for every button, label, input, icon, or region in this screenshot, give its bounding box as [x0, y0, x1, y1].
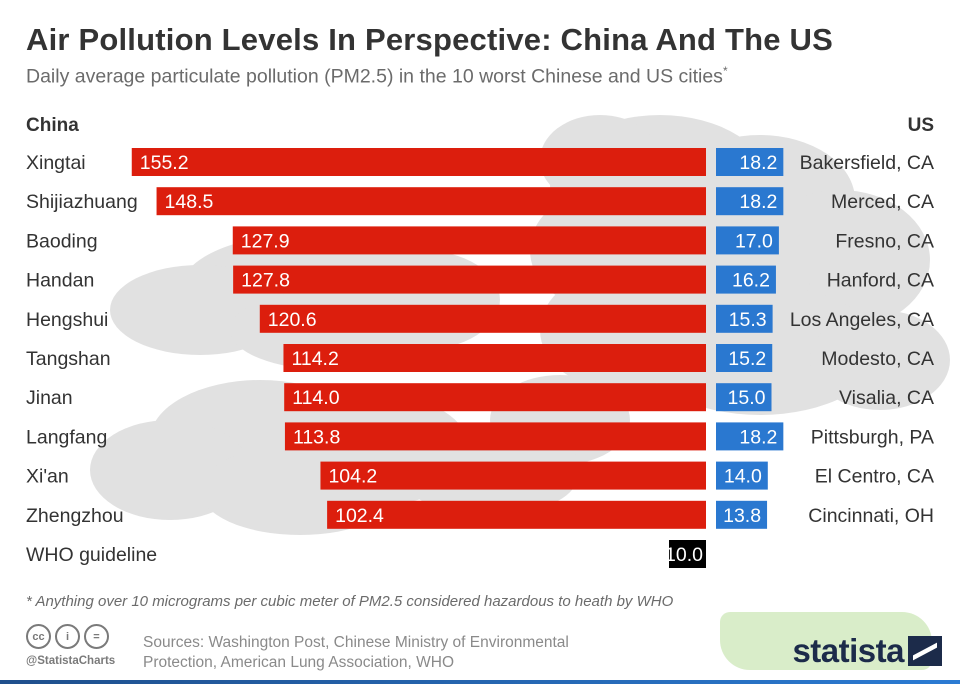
by-icon: i [55, 624, 80, 649]
us-bar [716, 148, 784, 176]
us-city-label: Hanford, CA [827, 270, 934, 292]
us-value-label: 15.2 [728, 348, 766, 370]
china-value-label: 148.5 [165, 191, 214, 213]
china-value-label: 104.2 [328, 466, 377, 488]
cc-icon: cc [26, 624, 51, 649]
china-bar [131, 148, 706, 176]
us-bar [716, 383, 772, 412]
china-value-label: 127.9 [241, 230, 290, 252]
us-city-label: Bakersfield, CA [800, 152, 934, 174]
china-value-label: 114.2 [291, 348, 338, 370]
china-bar [259, 304, 706, 333]
chart-title: Air Pollution Levels In Perspective: Chi… [26, 22, 833, 57]
china-bar [283, 344, 706, 372]
china-city-label: Xi'an [26, 466, 69, 488]
watermark-overlay [720, 612, 932, 670]
statista-wordmark: statista [792, 632, 904, 669]
statista-logo-icon [908, 636, 942, 666]
us-value-label: 17.0 [735, 230, 773, 252]
china-bar [156, 187, 707, 216]
china-bar [320, 461, 706, 490]
china-bar [327, 500, 706, 529]
license-icons: cc i = [26, 624, 109, 649]
us-city-label: Modesto, CA [821, 348, 934, 370]
us-bar [716, 461, 768, 490]
china-city-label: Jinan [26, 387, 73, 409]
us-value-label: 15.0 [728, 387, 766, 409]
us-bar [716, 304, 773, 333]
bottom-accent-line [0, 680, 960, 684]
us-bar [716, 344, 773, 372]
us-city-label: Fresno, CA [835, 230, 934, 252]
sources-text: Sources: Washington Post, Chinese Minist… [143, 634, 569, 671]
us-bar [716, 265, 776, 294]
statista-logo[interactable]: statista [792, 630, 942, 672]
us-value-label: 15.3 [729, 309, 767, 331]
us-value-label: 16.2 [732, 270, 770, 292]
us-city-label: Cincinnati, OH [808, 505, 934, 527]
who-guideline-label: WHO guideline [26, 544, 157, 566]
who-guideline-bar [669, 540, 706, 568]
china-value-label: 127.8 [241, 270, 290, 292]
china-city-label: Tangshan [26, 348, 111, 370]
us-city-label: Pittsburgh, PA [811, 426, 934, 448]
us-bar [716, 422, 784, 451]
china-value-label: 113.8 [293, 426, 340, 448]
us-value-label: 18.2 [739, 191, 777, 213]
who-guideline-value: 10.0 [665, 544, 703, 566]
statista-handle: @StatistaCharts [26, 655, 116, 667]
china-bar [232, 226, 706, 255]
us-bar [716, 500, 768, 529]
subtitle-footnote-mark: * [722, 64, 728, 78]
china-city-label: Langfang [26, 426, 107, 448]
us-value-label: 18.2 [739, 152, 777, 174]
us-bar [716, 187, 784, 216]
china-bar [284, 422, 706, 451]
china-value-label: 120.6 [268, 309, 317, 331]
chart-subtitle: Daily average particulate pollution (PM2… [26, 64, 728, 89]
us-city-label: El Centro, CA [815, 466, 934, 488]
us-city-label: Visalia, CA [839, 387, 934, 409]
us-city-label: Los Angeles, CA [790, 309, 934, 331]
us-bar [716, 226, 779, 255]
cloud-puff [810, 310, 950, 410]
china-city-label: Baoding [26, 230, 98, 252]
china-city-label: Hengshui [26, 309, 108, 331]
us-value-label: 14.0 [724, 466, 762, 488]
china-city-label: Handan [26, 270, 94, 292]
us-value-label: 18.2 [739, 426, 777, 448]
china-city-label: Shijiazhuang [26, 191, 138, 213]
china-city-label: Xingtai [26, 152, 86, 174]
china-value-label: 102.4 [335, 505, 384, 527]
china-bar [233, 265, 706, 294]
us-value-label: 13.8 [723, 505, 761, 527]
china-bar [284, 383, 706, 412]
china-city-label: Zhengzhou [26, 505, 124, 527]
nd-icon: = [84, 624, 109, 649]
china-value-label: 114.0 [292, 387, 340, 409]
footnote: * Anything over 10 micrograms per cubic … [26, 593, 674, 610]
subtitle-text: Daily average particulate pollution (PM2… [26, 65, 723, 88]
us-city-label: Merced, CA [831, 191, 934, 213]
us-column-header: US [907, 115, 934, 136]
china-value-label: 155.2 [140, 152, 189, 174]
china-column-header: China [26, 115, 79, 136]
